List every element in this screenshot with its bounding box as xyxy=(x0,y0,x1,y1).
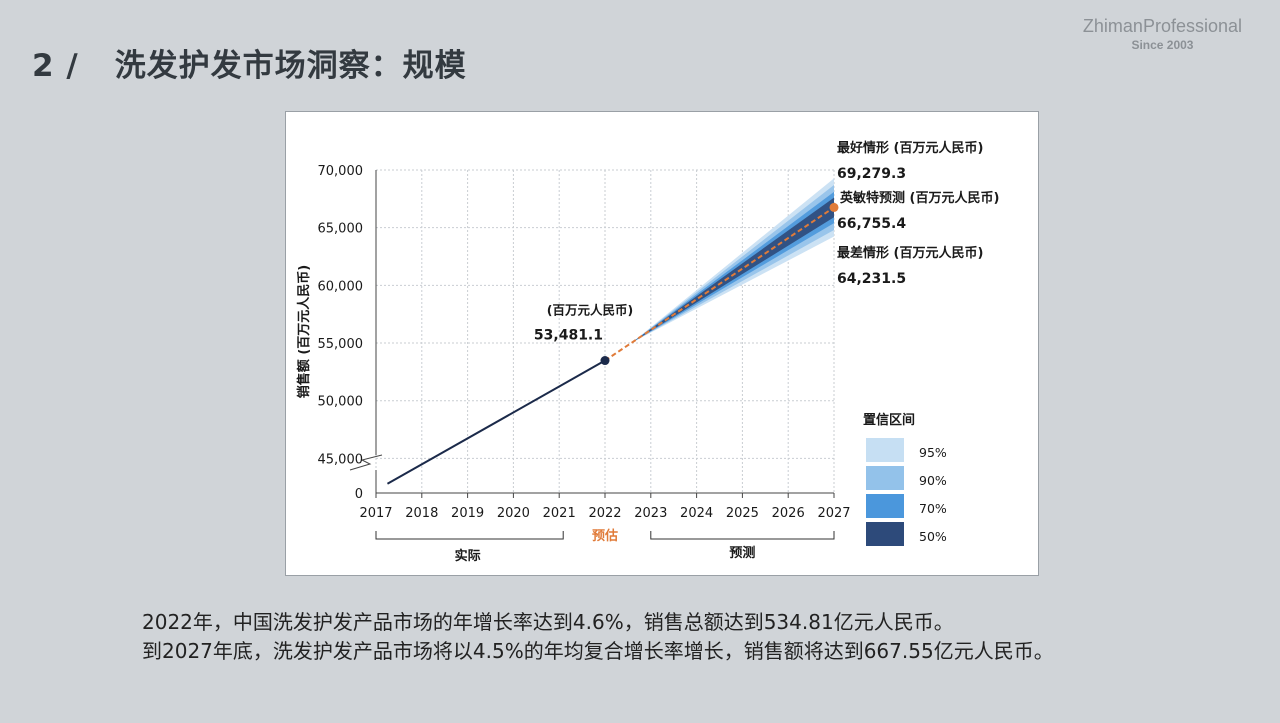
legend-swatch-90 xyxy=(866,466,904,490)
actual-series-line xyxy=(386,359,606,485)
annotation-forecast-label: 英敏特预测 (百万元人民币) xyxy=(839,190,999,206)
brand-name: ZhimanProfessional xyxy=(1082,16,1242,36)
x-tick-label: 2019 xyxy=(451,506,484,521)
x-tick-label: 2017 xyxy=(359,506,392,521)
actual-group-label: 实际 xyxy=(455,548,481,564)
summary-text: 2022年，中国洗发护发产品市场的年增长率达到4.6%，销售总额达到534.81… xyxy=(142,608,1054,666)
x-tick-label: 2023 xyxy=(634,506,667,521)
annotation-best-value: 69,279.3 xyxy=(837,166,906,182)
x-tick-label: 2026 xyxy=(772,506,805,521)
x-tick-label: 2020 xyxy=(497,506,530,521)
axis-break-icon xyxy=(349,454,383,471)
annotation-2022-unit: (百万元人民币) xyxy=(547,303,633,318)
section-number: 2 / xyxy=(32,48,79,84)
legend-swatch-70 xyxy=(866,494,904,518)
title-text: 洗发护发市场洞察：规模 xyxy=(114,48,467,84)
estimate-group-label: 预估 xyxy=(592,528,618,544)
legend-label-90: 90% xyxy=(919,473,947,488)
sales-chart: 2017 2018 2019 2020 2021 2022 2023 2024 2025 2026… xyxy=(296,140,999,564)
summary-line-1: 2022年，中国洗发护发产品市场的年增长率达到4.6%，销售总额达到534.81… xyxy=(142,610,954,634)
confidence-band-95 xyxy=(632,178,834,343)
y-tick-label: 70,000 xyxy=(318,164,364,179)
forecast-group-label: 预测 xyxy=(729,545,755,561)
confidence-band-50 xyxy=(632,197,834,343)
brand-since: Since 2003 xyxy=(1131,38,1194,52)
y-tick-label: 50,000 xyxy=(318,395,364,410)
point-2022 xyxy=(600,356,610,366)
y-tick-label: 65,000 xyxy=(318,222,364,237)
forecast-series-line xyxy=(604,206,835,362)
y-tick-label: 60,000 xyxy=(318,279,364,294)
legend-swatch-95 xyxy=(866,438,904,462)
y-tick-label: 45,000 xyxy=(318,452,364,467)
x-tick-label: 2025 xyxy=(726,506,759,521)
summary-line-2: 到2027年底，洗发护发产品市场将以4.5%的年均复合增长率增长，销售额将达到6… xyxy=(142,639,1054,663)
legend-label-70: 70% xyxy=(919,501,947,516)
legend-swatch-50 xyxy=(866,522,904,546)
forecast-bracket xyxy=(650,531,835,540)
x-tick-label: 2027 xyxy=(817,506,850,521)
chart-panel: 2017 2018 2019 2020 2021 2022 2023 2024 2025 2026… xyxy=(285,111,1039,576)
annotation-2022-value: 53,481.1 xyxy=(534,328,603,344)
page-title: 2 / 洗发护发市场洞察：规模 xyxy=(32,40,467,85)
legend-label-95: 95% xyxy=(919,445,947,460)
y-tick-label: 55,000 xyxy=(318,337,364,352)
actual-bracket xyxy=(375,531,564,540)
brand-logo: ZhimanProfessional Since 2003 xyxy=(1083,16,1242,52)
annotation-best-label: 最好情形 (百万元人民币) xyxy=(837,140,983,156)
legend-label-50: 50% xyxy=(919,529,947,544)
annotation-forecast-value: 66,755.4 xyxy=(837,216,906,232)
x-tick-label: 2022 xyxy=(588,506,621,521)
legend-title: 置信区间 xyxy=(863,412,915,428)
annotation-worst-label: 最差情形 (百万元人民币) xyxy=(837,245,983,261)
x-tick-label: 2018 xyxy=(405,506,438,521)
y-zero-label: 0 xyxy=(355,487,363,502)
point-2027 xyxy=(829,202,839,212)
x-tick-label: 2024 xyxy=(680,506,713,521)
x-tick-label: 2021 xyxy=(543,506,576,521)
annotation-worst-value: 64,231.5 xyxy=(837,271,906,287)
confidence-band-70 xyxy=(632,191,834,343)
y-axis-title: 销售额 (百万元人民币) xyxy=(296,265,312,398)
